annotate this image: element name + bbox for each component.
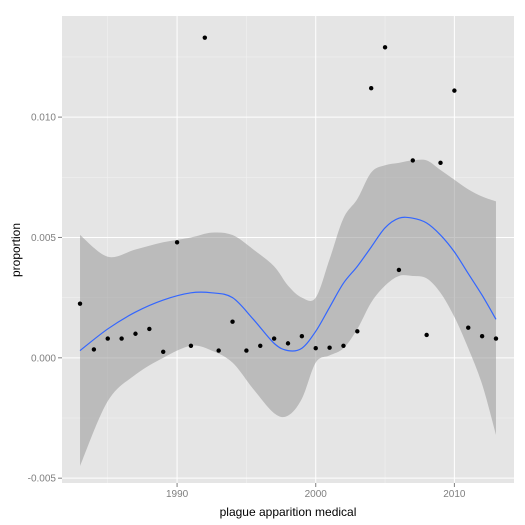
data-point [258,343,263,348]
data-point [368,86,374,91]
x-tick-label: 2000 [305,489,328,500]
data-point [355,329,360,334]
data-point [382,45,388,50]
data-point [105,336,110,341]
data-point [147,326,152,332]
y-tick-label: -0.005 [28,474,57,485]
y-axis-ticks: -0.005 0.000 0.005 0.010 [28,113,62,485]
data-point [230,319,235,324]
data-point [133,331,138,336]
data-point [493,336,499,341]
data-point [174,240,180,245]
data-point [285,341,291,346]
data-point [424,332,429,338]
data-point [438,160,443,166]
data-point [91,347,97,352]
data-point [188,343,194,348]
y-tick-label: 0.010 [31,113,56,124]
smooth-line [79,216,497,352]
y-tick-label: 0.005 [31,233,56,244]
data-point [396,267,402,273]
x-tick-label: 2010 [443,489,466,500]
data-point [410,158,415,163]
y-tick-label: 0.000 [31,353,56,364]
data-point [202,35,208,40]
data-point [77,301,83,306]
data-point [466,325,471,330]
data-point [479,333,485,339]
data-point [327,345,332,350]
data-point [244,348,249,353]
y-axis-title: proportion [9,223,23,277]
confidence-ribbon [80,159,496,467]
data-point [216,348,221,353]
data-point [161,349,166,355]
x-tick-label: 1990 [166,489,189,500]
data-point [313,345,318,351]
data-point [271,336,277,341]
x-axis-ticks: 1990 2000 2010 [166,483,466,500]
data-point [299,333,305,339]
data-point [341,343,346,348]
data-points [77,35,499,355]
data-point [452,88,457,93]
x-axis-title: plague apparition medical [220,505,357,519]
data-point [119,336,124,341]
